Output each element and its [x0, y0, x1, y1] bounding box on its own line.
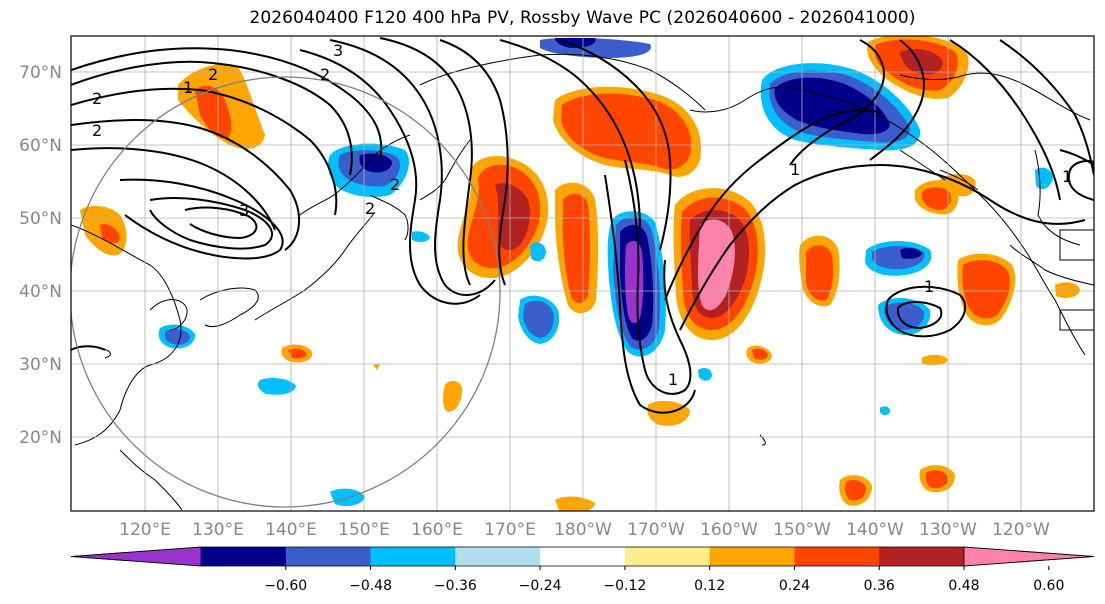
latitude-label: 50°N: [19, 209, 62, 229]
colorbar-tick-label: −0.36: [434, 578, 477, 594]
colorbar-tick-label: −0.12: [603, 578, 646, 594]
colorbar-tick-label: 0.24: [779, 578, 810, 594]
colorbar-extend-low: [70, 546, 202, 567]
map-gridlines: [71, 36, 1094, 511]
contour-label: 1: [668, 370, 678, 389]
contour-label: 2: [208, 65, 218, 84]
latitude-labels: 70°N 60°N 50°N 40°N 30°N 20°N: [19, 63, 62, 448]
contour-label: 2: [92, 89, 102, 108]
contour-label: 3: [239, 201, 249, 220]
colorbar-tick-label: −0.24: [519, 578, 562, 594]
colorbar-segment: [540, 547, 626, 566]
longitude-label: 120°W: [992, 520, 1050, 540]
latitude-label: 40°N: [19, 282, 62, 302]
map-frame: [70, 35, 1095, 512]
longitude-label: 120°E: [119, 520, 171, 540]
colorbar-segment: [709, 547, 795, 566]
latitude-label: 70°N: [19, 63, 62, 83]
pv-anomaly-negative-alaska: [760, 63, 921, 151]
longitude-labels: 120°E 130°E 140°E 150°E 160°E 170°E 180°W 170°W…: [119, 520, 1050, 540]
latitude-label: 20°N: [19, 428, 62, 448]
latitude-label: 30°N: [19, 355, 62, 375]
colorbar-segment: [794, 547, 880, 566]
contour-label: 1: [790, 160, 800, 179]
latitude-label: 60°N: [19, 136, 62, 156]
longitude-label: 170°W: [627, 520, 685, 540]
pv-anomaly-negative-central: [607, 211, 666, 357]
contour-label: 3: [333, 41, 343, 60]
longitude-label: 160°E: [411, 520, 463, 540]
longitude-label: 180°W: [554, 520, 612, 540]
contour-labels: 1 2 2 3 2 3 2 2 2 1 1 1 1: [92, 41, 1072, 389]
longitude-label: 150°W: [773, 520, 831, 540]
contour-label: 2: [320, 65, 330, 84]
pv-anomaly-positive-bering: [553, 86, 701, 177]
colorbar-segment: [285, 547, 372, 566]
colorbar: −0.60 −0.48 −0.36 −0.24 −0.12 0.12 0.24 0.36 0.4…: [70, 546, 1095, 594]
contour-label: 2: [92, 121, 102, 140]
longitude-label: 130°E: [192, 520, 244, 540]
colorbar-tick-label: 0.48: [948, 578, 979, 594]
colorbar-tick-label: −0.60: [264, 578, 307, 594]
colorbar-tick-label: 0.36: [864, 578, 895, 594]
contour-label: 1: [183, 78, 193, 97]
pv-anomaly-negative-japan-north: [327, 143, 410, 197]
colorbar-extend-high: [963, 546, 1095, 567]
pv-anomaly-positive-arctic: [867, 36, 969, 99]
longitude-label: 130°W: [919, 520, 977, 540]
longitude-label: 140°W: [846, 520, 904, 540]
longitude-label: 150°E: [338, 520, 390, 540]
colorbar-segment: [370, 547, 456, 566]
colorbar-tick-label: 0.12: [694, 578, 725, 594]
colorbar-segment: [879, 547, 965, 566]
pv-contours: [71, 37, 1094, 414]
colorbar-outline: [70, 546, 1095, 567]
colorbar-segment: [624, 547, 711, 566]
longitude-label: 140°E: [265, 520, 317, 540]
pv-anomaly-positive-central: [555, 174, 1016, 340]
longitude-label: 160°W: [700, 520, 758, 540]
colorbar-tick-label: −0.48: [349, 578, 392, 594]
longitude-label: 170°E: [484, 520, 536, 540]
contour-label: 1: [1062, 167, 1072, 186]
contour-label: 2: [365, 199, 375, 218]
map-title: 2026040400 F120 400 hPa PV, Rossby Wave …: [249, 8, 916, 28]
colorbar-segment: [201, 547, 287, 566]
contour-label: 1: [924, 277, 934, 296]
distance-circle: [71, 76, 501, 508]
contour-label: 2: [390, 175, 400, 194]
colorbar-tick-label: 0.60: [1033, 578, 1064, 594]
colorbar-segment: [455, 547, 541, 566]
